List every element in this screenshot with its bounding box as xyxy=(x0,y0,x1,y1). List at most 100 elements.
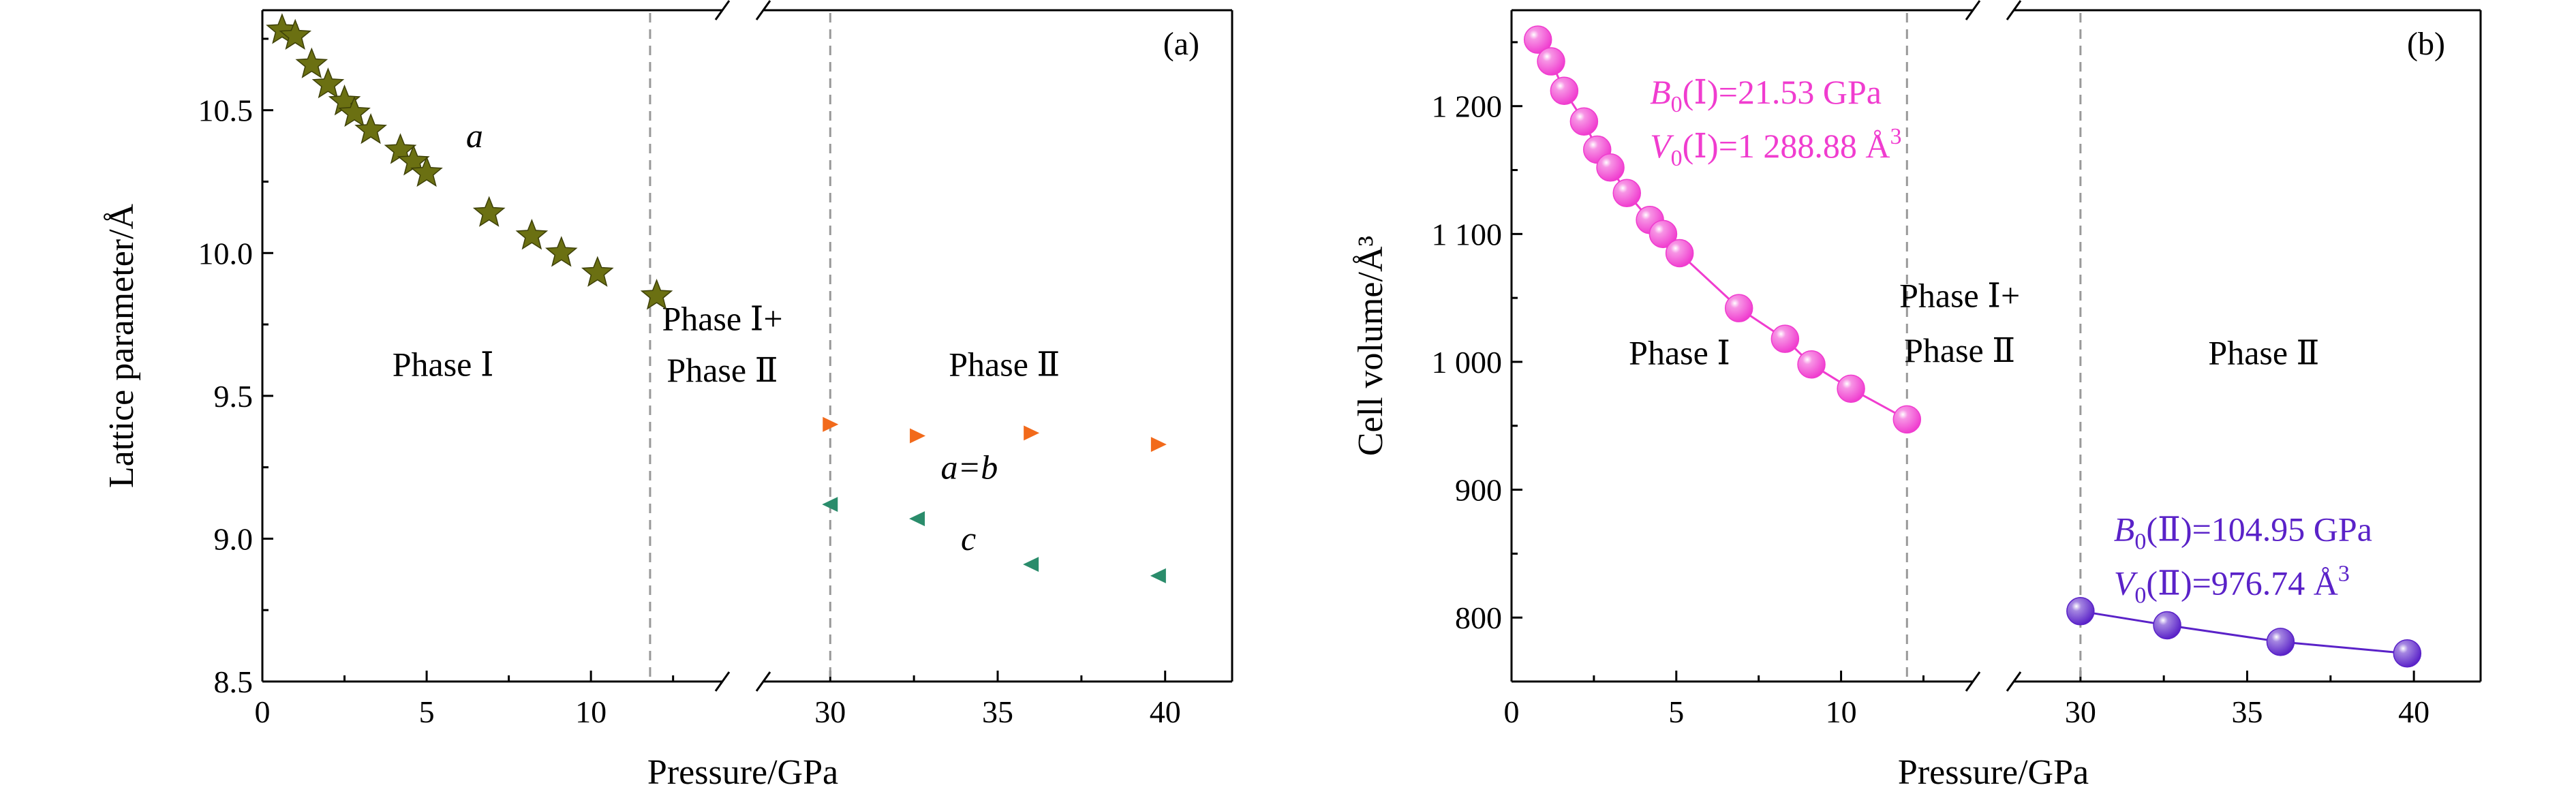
annotation-label: c xyxy=(961,519,976,557)
data-point xyxy=(2153,611,2181,640)
annotation-symbol: B xyxy=(1650,73,1671,111)
x-axis-title: Pressure/GPa xyxy=(1898,753,2089,792)
data-point xyxy=(1150,437,1167,453)
data-point xyxy=(1150,568,1166,583)
axis-break-mark-bottom xyxy=(2006,671,2022,692)
axis-break-mark-top xyxy=(1965,0,1981,20)
phase-label: Phase Ⅰ xyxy=(393,346,494,384)
data-point xyxy=(1770,324,1800,353)
axis-break-mark-bottom xyxy=(714,671,731,692)
data-point xyxy=(1596,153,1625,182)
annotation-label: a=b xyxy=(940,448,998,486)
x-tick-label: 0 xyxy=(255,694,271,729)
annotation-symbol: V xyxy=(1650,127,1674,165)
data-point xyxy=(1550,76,1579,105)
x-tick-label: 5 xyxy=(1668,694,1684,729)
y-tick-label: 9.5 xyxy=(214,379,254,414)
annotation-text: (Ⅰ)=1 288.88 Å xyxy=(1683,127,1890,165)
data-point xyxy=(1665,239,1694,268)
data-point xyxy=(823,416,839,432)
annotation-label: B0(Ⅱ)=104.95 GPa xyxy=(2114,510,2372,555)
y-tick-label: 10.0 xyxy=(198,236,254,271)
data-point xyxy=(279,18,312,50)
panel-label: (b) xyxy=(2407,26,2445,62)
x-tick-label: 30 xyxy=(814,694,846,729)
x-tick-label: 0 xyxy=(1504,694,1520,729)
series-a=b xyxy=(823,416,1167,453)
data-point xyxy=(1537,47,1565,76)
data-point xyxy=(515,219,549,250)
annotation-subscript: 0 xyxy=(1671,146,1683,171)
y-tick-label: 1 200 xyxy=(1432,89,1503,124)
y-tick-label: 1 100 xyxy=(1432,217,1503,251)
axis-break-mark-top xyxy=(714,0,731,20)
data-point xyxy=(410,155,443,187)
data-point xyxy=(1523,25,1552,54)
annotation-subscript: 0 xyxy=(1671,92,1683,117)
series-c xyxy=(822,497,1166,583)
annotation-superscript: 3 xyxy=(1890,124,1902,149)
phase-label: Phase Ⅰ+ xyxy=(662,299,782,337)
x-axis-title: Pressure/GPa xyxy=(647,753,838,792)
series-Phase- xyxy=(1523,25,1922,434)
phase-label: Phase Ⅱ xyxy=(666,351,778,389)
axis-break-mark-top xyxy=(2006,0,2022,20)
annotation-subscript: 0 xyxy=(2134,583,2146,608)
data-point xyxy=(338,95,371,127)
phase-label: Phase Ⅱ xyxy=(949,346,1060,384)
x-tick-label: 35 xyxy=(2232,694,2263,729)
y-tick-label: 1 000 xyxy=(1432,345,1503,380)
data-point xyxy=(910,428,926,444)
data-point xyxy=(1023,557,1039,572)
data-point xyxy=(1649,219,1678,249)
annotation-text: (Ⅰ)=21.53 GPa xyxy=(1683,73,1882,111)
axis-break-mark-bottom xyxy=(755,671,771,692)
x-tick-label: 10 xyxy=(1826,694,1857,729)
y-axis-title: Lattice parameter/Å xyxy=(102,203,141,488)
x-tick-label: 5 xyxy=(419,694,435,729)
fit-curve xyxy=(2080,610,2408,655)
annotation-subscript: 0 xyxy=(2134,530,2146,555)
x-tick-label: 10 xyxy=(575,694,607,729)
x-tick-label: 35 xyxy=(982,694,1013,729)
y-axis-title: Cell volume/Å³ xyxy=(1351,236,1390,456)
y-tick-label: 10.5 xyxy=(198,93,254,128)
annotation-symbol: B xyxy=(2114,510,2135,549)
data-point xyxy=(311,67,345,99)
panel-a: 0 5 10 30 35 40 8.5 9.0 9.5 10.0 10.5 Pressure/GPa L… xyxy=(102,0,1233,792)
axis-break-mark-top xyxy=(755,0,771,20)
data-point xyxy=(581,256,614,287)
y-tick-label: 9.0 xyxy=(214,521,254,556)
data-point xyxy=(2393,639,2422,668)
data-point xyxy=(2066,597,2095,626)
data-point xyxy=(545,236,578,267)
data-point xyxy=(1569,107,1599,136)
data-point xyxy=(1892,405,1922,434)
y-tick-label: 8.5 xyxy=(214,664,254,699)
phase-label: Phase Ⅰ xyxy=(1629,334,1730,372)
data-point xyxy=(1797,350,1826,379)
data-point xyxy=(1612,179,1641,208)
data-point xyxy=(1724,294,1753,322)
data-point xyxy=(1837,374,1865,403)
x-tick-label: 40 xyxy=(2398,694,2429,729)
data-point xyxy=(2266,628,2295,656)
annotation-text: (Ⅱ)=976.74 Å xyxy=(2146,564,2338,602)
panel-label: (a) xyxy=(1163,26,1199,62)
data-point xyxy=(640,279,673,310)
annotation-label: V0(Ⅱ)=976.74 Å3 xyxy=(2114,561,2350,608)
x-tick-label: 40 xyxy=(1150,694,1181,729)
axis-break-mark-bottom xyxy=(1965,671,1981,692)
x-tick-label: 30 xyxy=(2065,694,2096,729)
data-point xyxy=(295,47,328,78)
series-Phase- xyxy=(2066,597,2422,668)
annotation-label: V0(Ⅰ)=1 288.88 Å3 xyxy=(1650,124,1901,171)
phase-label: Phase Ⅱ xyxy=(1904,331,2015,369)
y-tick-label: 800 xyxy=(1455,600,1502,635)
y-tick-label: 900 xyxy=(1455,473,1502,508)
annotation-text: (Ⅱ)=104.95 GPa xyxy=(2146,510,2372,549)
annotation-label: B0(Ⅰ)=21.53 GPa xyxy=(1650,73,1882,117)
annotation-label: a xyxy=(466,117,483,155)
